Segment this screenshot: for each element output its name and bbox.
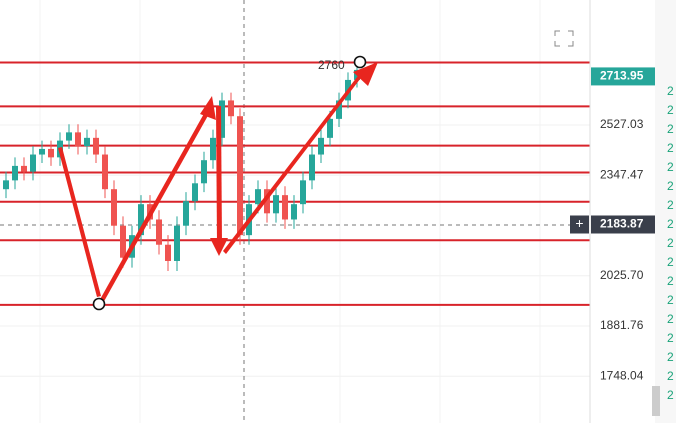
side-item: 2 [667, 84, 674, 98]
side-item: 2 [667, 350, 674, 364]
candle-body [282, 195, 288, 220]
candle-body [336, 100, 342, 119]
candle-body [183, 201, 189, 226]
candle-body [255, 189, 261, 205]
candle-body [201, 160, 207, 184]
last-price-badge [591, 67, 655, 86]
candle-body [66, 132, 72, 141]
pivot-low [92, 297, 106, 311]
scrollbar[interactable] [652, 386, 660, 416]
side-item: 2 [667, 255, 674, 269]
candle-body [210, 137, 216, 161]
crosshair-badge [591, 215, 655, 234]
candle-body [300, 180, 306, 205]
candle-body [228, 100, 234, 117]
side-item: 2 [667, 312, 674, 326]
candle-body [3, 180, 9, 190]
candle-body [30, 154, 36, 172]
side-item: 2 [667, 179, 674, 193]
candle-body [84, 137, 90, 147]
grid [0, 0, 590, 423]
candle-body [39, 148, 45, 155]
side-item: 2 [667, 369, 674, 383]
side-list: 2 2 2 2 2 2 2 2 2 2 2 2 2 2 2 2 2 [667, 84, 674, 402]
side-item: 2 [667, 388, 674, 402]
candle-body [111, 189, 117, 226]
candle-body [192, 183, 198, 202]
candle-body [75, 132, 81, 147]
side-item: 2 [667, 103, 674, 117]
candle-body [102, 154, 108, 190]
candle-body [219, 100, 225, 138]
candle-body [264, 189, 270, 214]
side-item: 2 [667, 293, 674, 307]
side-item: 2 [667, 141, 674, 155]
candle-body [165, 244, 171, 261]
candle-body [48, 148, 54, 158]
side-item: 2 [667, 331, 674, 345]
y-tick-label: 1748.04 [600, 368, 644, 382]
crosshair-label: 2183.87 [600, 217, 644, 231]
price-axis [590, 0, 655, 423]
side-item: 2 [667, 160, 674, 174]
add-button[interactable] [570, 215, 589, 234]
y-tick-label: 2025.70 [600, 268, 644, 282]
candle-body [138, 204, 144, 236]
side-item: 2 [667, 217, 674, 231]
y-tick-label: 1881.76 [600, 318, 644, 332]
arrows [58, 62, 378, 305]
y-tick-label: 2347.47 [600, 167, 644, 181]
last-price-label: 2713.95 [600, 69, 644, 83]
side-item: 2 [667, 236, 674, 250]
candle-body [12, 165, 18, 181]
side-panel [655, 0, 676, 423]
annotation: 2760 [318, 58, 345, 72]
candle-body [237, 116, 243, 236]
candle-body [120, 225, 126, 258]
y-tick-label: 2527.03 [600, 117, 644, 131]
candle-body [291, 204, 297, 220]
side-item: 2 [667, 198, 674, 212]
candle-body [93, 137, 99, 155]
candle-body [309, 154, 315, 181]
candle-body [174, 225, 180, 261]
candle-body [273, 195, 279, 214]
candle-body [318, 137, 324, 155]
side-item: 2 [667, 122, 674, 136]
candle-body [21, 165, 27, 172]
side-item: 2 [667, 274, 674, 288]
candle-body [156, 219, 162, 245]
pivot-high [353, 55, 367, 69]
add-button-label[interactable]: + [575, 215, 583, 231]
axis-labels: 2527.03 2347.47 2025.70 1881.76 1748.04 2713.… [570, 67, 655, 382]
fullscreen-icon[interactable] [554, 30, 574, 47]
candle-body [327, 118, 333, 138]
